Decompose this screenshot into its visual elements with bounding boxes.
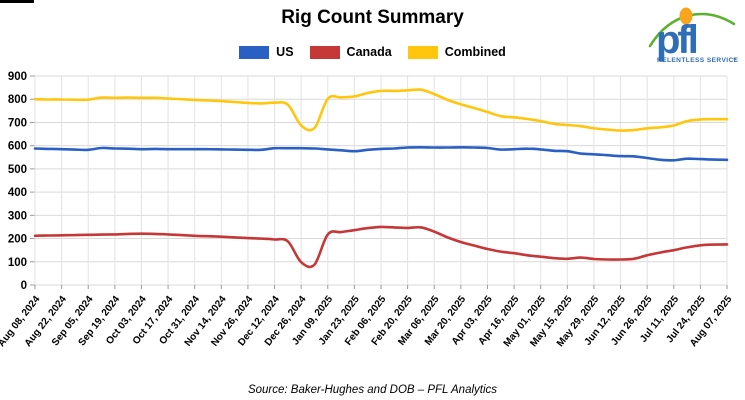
us-series-label: US	[276, 45, 294, 59]
source-attribution: Source: Baker-Hughes and DOB – PFL Analy…	[247, 384, 498, 396]
logo-orange-dot	[679, 7, 693, 25]
logo-trademark: ™	[732, 57, 737, 62]
svg-text:700: 700	[8, 117, 27, 129]
svg-text:300: 300	[8, 210, 27, 222]
screen-edge-artifact	[0, 0, 34, 3]
series-line-us	[33, 146, 729, 162]
combined-series-label: Combined	[444, 45, 506, 59]
svg-text:600: 600	[8, 141, 27, 153]
svg-text:400: 400	[8, 187, 27, 199]
legend-item-us: US	[239, 45, 294, 59]
canada-series-swatch	[309, 45, 340, 59]
page-title: Rig Count Summary	[281, 7, 464, 28]
svg-text:0: 0	[21, 280, 27, 292]
svg-text:800: 800	[8, 94, 27, 106]
svg-text:500: 500	[8, 164, 27, 176]
us-series-swatch	[239, 45, 270, 59]
series-line-combined	[33, 88, 729, 132]
svg-text:900: 900	[8, 71, 27, 83]
svg-text:200: 200	[8, 234, 27, 246]
svg-text:100: 100	[8, 257, 27, 269]
combined-series-swatch	[407, 45, 438, 59]
pfl-logo-icon: pfl RELENTLESS SERVICE ™	[648, 7, 739, 64]
chart-legend: US Canada Combined	[0, 45, 745, 59]
legend-item-combined: Combined	[407, 45, 506, 59]
legend-item-canada: Canada	[309, 45, 392, 59]
canada-series-label: Canada	[346, 45, 392, 59]
logo-tagline: RELENTLESS SERVICE	[657, 57, 739, 64]
series-line-canada	[33, 225, 729, 269]
logo-text: pfl	[656, 18, 697, 62]
pfl-logo: pfl RELENTLESS SERVICE ™	[645, 3, 739, 65]
